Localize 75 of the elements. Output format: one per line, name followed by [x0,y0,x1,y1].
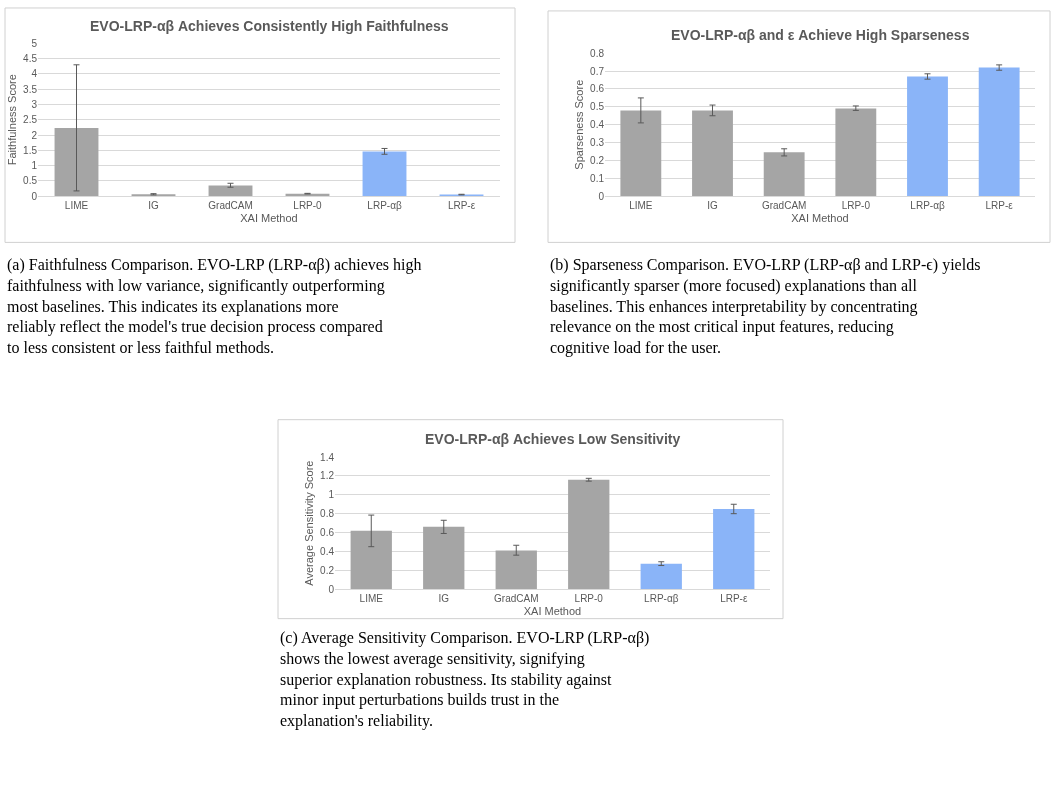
y-tick-label: 0 [31,190,38,202]
y-axis-title: Sparseness Score [572,79,585,170]
x-tick-label: LRP-αβ [644,593,679,605]
x-tick-label: IG [707,200,718,212]
x-axis-title: XAI Method [523,605,582,618]
y-axis-title: Faithfulness Score [5,74,18,166]
bar [763,152,805,197]
x-tick-label: LRP-0 [293,200,323,212]
y-tick-label: 0 [598,190,605,202]
bar [131,194,176,197]
x-tick-label: LRP-ε [447,200,476,212]
x-tick-label: IG [438,593,450,605]
bar [495,550,537,590]
y-tick-label: 0.2 [590,154,605,166]
y-tick-label: 0.8 [320,508,335,520]
y-tick-label: 0.5 [23,175,38,187]
x-tick-label: GradCAM [494,593,539,605]
y-tick-label: 3.5 [23,83,38,95]
y-tick-label: 0.7 [590,65,605,77]
x-axis-title: XAI Method [240,212,298,225]
bar [362,151,407,197]
text: (c) Average Sensitivity Comparison. EVO-LRP (LRP-αβ) shows the lowest average sensitivity, signifying superior explanation robustness. Its stability against minor input perturbations builds trust in the explanation's reliability. [280,629,650,731]
y-tick-label: 4 [31,68,38,80]
y-tick-label: 1.4 [320,451,335,463]
bar [439,194,484,197]
bar [713,508,755,590]
text: (a) Faithfulness Comparison. EVO-LRP (LRP-αβ) achieves high faithfulness with low variance, significantly outperforming most baselines. This indicates its explanations more reliably reflect the model's true decision process compared to less consistent or less faithful methods. [7,256,422,357]
bar [208,185,253,197]
y-tick-label: 0.3 [590,137,605,149]
y-tick-label: 0.2 [320,564,335,576]
text: (b) Sparseness Comparison. EVO-LRP (LRP-αβ and LRP-ϵ) yields significantly sparser (more focused) explanations than all baselines. This enhances interpretability by concentrating relevance on the most critical input features, reducing cognitive load for the user. [550,256,981,358]
x-tick-label: LRP-ε [985,200,1014,212]
x-tick-label: LRP-0 [841,200,871,212]
y-tick-label: 1 [31,160,38,172]
y-tick-label: 0 [328,583,335,595]
x-tick-label: GradCAM [761,200,807,212]
y-tick-label: 2 [31,129,38,141]
x-tick-label: LRP-0 [574,593,604,605]
y-axis-title: Average Sensitivity Score [302,460,315,586]
y-tick-label: 1.5 [23,144,38,156]
y-tick-label: 0.4 [590,119,605,131]
x-tick-label: LIME [359,593,384,605]
bar [423,526,465,590]
x-tick-label: LRP-αβ [367,200,402,212]
chart-title: EVO-LRP-αβ Achieves Low Sensitivity [425,431,681,447]
x-tick-label: LIME [629,200,653,212]
bar [835,108,877,197]
bar [640,563,682,590]
bar [350,530,392,590]
y-tick-label: 0.5 [590,101,605,113]
bar [620,110,662,197]
y-tick-label: 0.8 [590,47,605,59]
x-axis-title: XAI Method [791,212,849,225]
bar [692,110,733,197]
x-tick-label: LIME [64,200,89,212]
y-tick-label: 1 [328,489,335,501]
y-tick-label: 0.6 [590,83,605,95]
bar [978,67,1020,197]
y-tick-label: 0.1 [590,172,605,184]
chart-title: EVO-LRP-αβ Achieves Consistently High Faithfulness [90,18,449,34]
y-tick-label: 0.4 [320,545,335,557]
y-tick-label: 3 [31,99,38,110]
y-tick-label: 1.2 [320,470,335,482]
y-tick-label: 5 [31,37,38,49]
chart-title: EVO-LRP-αβ and ε Achieve High Sparseness [671,27,970,43]
y-tick-label: 2.5 [23,114,38,126]
y-tick-label: 0.6 [320,527,335,539]
bar [54,128,99,197]
bar [907,76,948,197]
x-tick-label: LRP-ε [720,593,748,605]
x-tick-label: IG [148,200,159,212]
x-tick-label: GradCAM [208,200,253,212]
y-tick-label: 4.5 [23,53,38,65]
bar [568,479,610,590]
x-tick-label: LRP-αβ [910,200,945,212]
